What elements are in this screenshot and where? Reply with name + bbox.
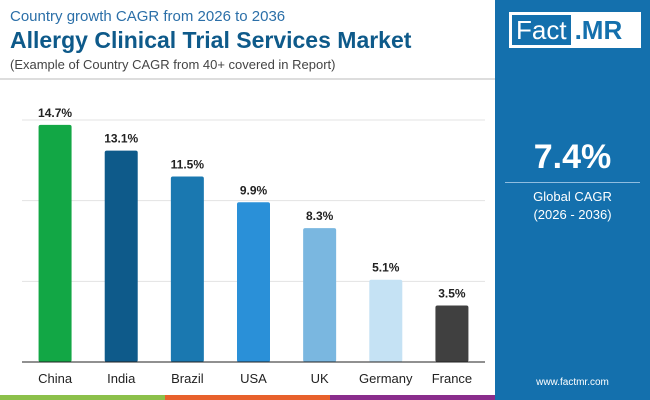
bar-brazil <box>170 176 204 362</box>
chart-title: Allergy Clinical Trial Services Market <box>10 27 412 53</box>
x-tick-label: Brazil <box>171 371 204 386</box>
bar-uk <box>303 228 337 362</box>
data-label: 3.5% <box>438 287 466 301</box>
bar-china <box>38 124 72 362</box>
x-tick-label: USA <box>240 371 267 386</box>
bar-usa <box>237 202 270 362</box>
footer-strip-orange <box>165 395 330 400</box>
data-label: 5.1% <box>372 261 400 275</box>
bar-france <box>435 305 469 362</box>
global-cagr-text: Global CAGR <box>533 189 612 204</box>
factmr-logo: Fact .MR <box>509 12 641 48</box>
header-divider <box>0 78 495 80</box>
panel-divider <box>505 182 640 183</box>
global-cagr-period: (2026 - 2036) <box>533 207 612 222</box>
logo-text-right: .MR <box>570 15 638 45</box>
global-cagr-label: Global CAGR (2026 - 2036) <box>495 188 650 224</box>
footer-strip-purple <box>330 395 495 400</box>
bar-chart: 14.7% China 13.1% India 11.5% Brazil 9.9% USA 8.… <box>22 106 485 386</box>
side-panel: Fact .MR 7.4% Global CAGR (2026 - 2036) w… <box>495 0 650 400</box>
x-tick-label: China <box>38 371 73 386</box>
x-tick-label: France <box>432 371 472 386</box>
logo-text-left: Fact <box>512 15 571 45</box>
bar-india <box>104 150 138 362</box>
data-label: 14.7% <box>38 106 72 120</box>
x-tick-label: UK <box>311 371 329 386</box>
footer-strip-green <box>0 395 165 400</box>
chart-note: (Example of Country CAGR from 40+ covere… <box>10 57 336 72</box>
data-label: 9.9% <box>240 183 268 197</box>
global-cagr-value: 7.4% <box>533 138 612 176</box>
x-tick-label: Germany <box>359 371 413 386</box>
data-label: 8.3% <box>306 209 334 223</box>
website-link[interactable]: www.factmr.com <box>536 377 609 388</box>
chart-subtitle: Country growth CAGR from 2026 to 2036 <box>10 8 286 25</box>
data-label: 13.1% <box>104 132 138 146</box>
data-label: 11.5% <box>171 157 205 171</box>
bar-germany <box>369 279 403 362</box>
x-tick-label: India <box>107 371 136 386</box>
